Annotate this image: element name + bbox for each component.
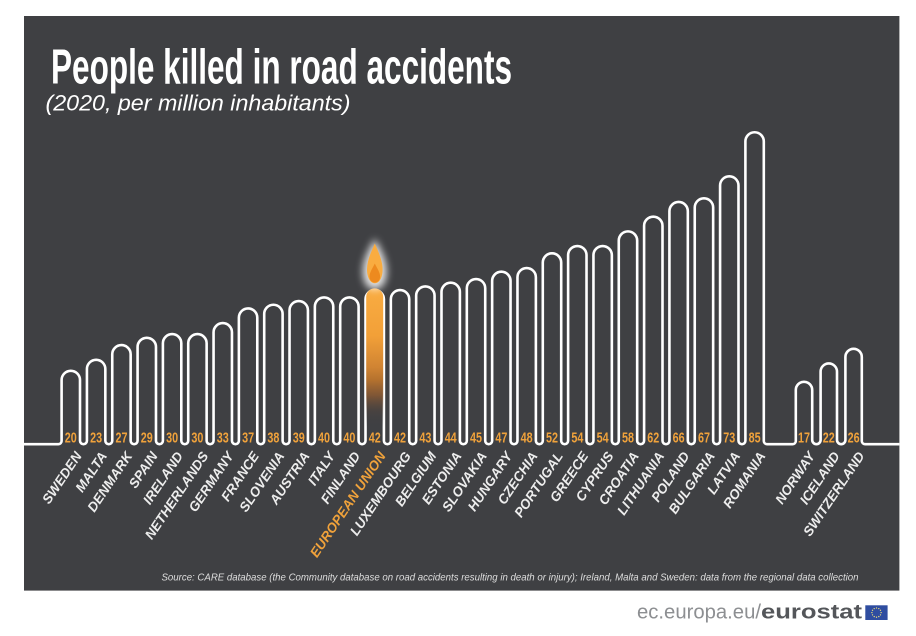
- svg-text:Source: CARE database (the Com: Source: CARE database (the Community dat…: [162, 571, 859, 583]
- svg-text:33: 33: [217, 430, 229, 447]
- svg-text:73: 73: [723, 430, 735, 447]
- svg-text:26: 26: [848, 430, 860, 447]
- svg-text:People killed in road accident: People killed in road accidents: [51, 40, 512, 94]
- svg-text:27: 27: [115, 430, 127, 447]
- svg-text:85: 85: [749, 430, 761, 447]
- svg-text:39: 39: [293, 430, 305, 447]
- svg-text:30: 30: [191, 430, 203, 447]
- svg-text:47: 47: [495, 430, 507, 447]
- svg-text:29: 29: [141, 430, 153, 447]
- svg-text:17: 17: [798, 430, 810, 447]
- svg-text:66: 66: [673, 430, 685, 447]
- svg-text:20: 20: [65, 430, 77, 447]
- svg-text:42: 42: [394, 430, 406, 447]
- svg-text:38: 38: [267, 430, 279, 447]
- svg-text:40: 40: [318, 430, 330, 447]
- svg-text:37: 37: [242, 430, 254, 447]
- svg-text:44: 44: [445, 430, 457, 447]
- svg-text:42: 42: [369, 430, 381, 447]
- svg-text:45: 45: [470, 430, 482, 447]
- svg-text:67: 67: [698, 430, 710, 447]
- svg-text:52: 52: [546, 430, 558, 447]
- svg-text:43: 43: [419, 430, 431, 447]
- svg-text:58: 58: [622, 430, 634, 447]
- svg-text:40: 40: [343, 430, 355, 447]
- svg-text:54: 54: [571, 430, 583, 447]
- svg-text:48: 48: [521, 430, 533, 447]
- svg-text:ec.europa.eu/: ec.europa.eu/: [637, 601, 761, 624]
- svg-text:(2020, per million inhabitants: (2020, per million inhabitants): [46, 91, 351, 116]
- svg-text:62: 62: [647, 430, 659, 447]
- svg-text:23: 23: [90, 430, 102, 447]
- svg-text:30: 30: [166, 430, 178, 447]
- svg-text:54: 54: [597, 430, 609, 447]
- svg-text:eurostat: eurostat: [761, 601, 862, 624]
- svg-text:22: 22: [823, 430, 835, 447]
